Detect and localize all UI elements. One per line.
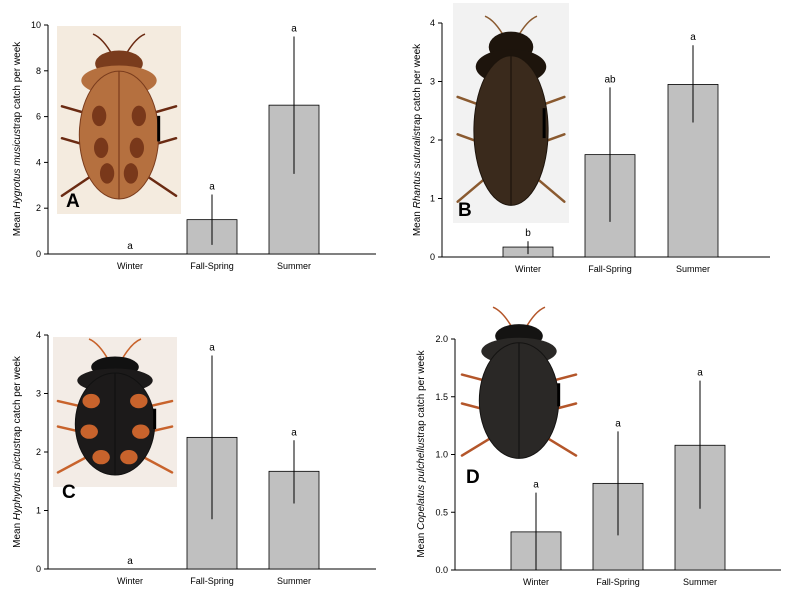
y-tick-label: 0	[430, 252, 435, 262]
y-axis-label-species: Copelatus pulchellus	[416, 438, 427, 530]
elytra-marking	[99, 163, 115, 184]
panel-letter: A	[66, 191, 80, 212]
elytra-marking	[123, 163, 139, 184]
elytra-marking	[82, 393, 100, 409]
significance-letter: a	[209, 181, 215, 192]
y-tick-label: 2	[36, 447, 41, 457]
chart-panel-d: 0.0 0.5 1.0 1.5 2.0 Mean Copelatus pulchellus…	[416, 302, 781, 587]
elytra-marking	[129, 137, 144, 159]
y-axis-label-prefix: Mean	[12, 520, 23, 548]
y-tick-label: 0.0	[435, 565, 448, 575]
significance-letter: a	[291, 427, 297, 438]
elytra-marking	[92, 105, 107, 127]
category-label: Summer	[277, 576, 311, 586]
significance-letter: ab	[604, 74, 616, 85]
significance-letter: b	[525, 228, 531, 239]
elytra-marking	[80, 424, 98, 439]
y-tick-label: 4	[36, 157, 41, 167]
panel-letter: D	[466, 467, 480, 488]
y-axis-label-species: Rhantus suturalis	[412, 131, 423, 208]
y-axis-label-species: Hygrotus musicus	[12, 129, 23, 208]
y-tick-label: 3	[36, 389, 41, 399]
y-tick-label: 4	[36, 330, 41, 340]
chart-panel-a: 0 2 4 6 8 10 Mean Hygrotus musicustrap catch p…	[12, 20, 376, 271]
y-tick-label: 0.5	[435, 507, 448, 517]
significance-letter: a	[697, 368, 703, 379]
significance-letter: a	[209, 342, 215, 353]
y-axis-label: Mean Hygrotus musicustrap catch per week	[12, 41, 23, 237]
y-tick-label: 6	[36, 112, 41, 122]
y-axis-label-prefix: Mean	[12, 208, 23, 236]
category-label: Winter	[117, 576, 143, 586]
y-axis-label-suffix: trap catch per week	[12, 355, 23, 443]
y-tick-label: 2	[36, 203, 41, 213]
significance-letter: a	[615, 418, 621, 429]
category-label: Fall-Spring	[588, 264, 632, 274]
elytra-marking	[92, 450, 110, 465]
panel-letter: C	[62, 482, 76, 503]
category-label: Summer	[277, 261, 311, 271]
panel-letter: B	[458, 200, 472, 221]
y-axis-label-suffix: trap catch per week	[412, 43, 423, 131]
significance-letter: a	[690, 32, 696, 43]
y-tick-label: 2	[430, 135, 435, 145]
y-tick-label: 1.5	[435, 392, 448, 402]
y-tick-label: 8	[36, 66, 41, 76]
chart-panel-b: 0 1 2 3 4 Mean Rhantus suturalistrap catch pe…	[412, 3, 770, 274]
significance-letter: a	[127, 556, 133, 567]
y-tick-label: 0	[36, 249, 41, 259]
y-axis-label-species: Hyphydrus pictus	[12, 443, 23, 520]
y-tick-label: 1.0	[435, 450, 448, 460]
category-label: Summer	[676, 264, 710, 274]
y-tick-label: 10	[31, 20, 41, 30]
category-label: Fall-Spring	[190, 261, 234, 271]
y-tick-label: 1	[36, 506, 41, 516]
category-label: Summer	[683, 577, 717, 587]
category-label: Winter	[523, 577, 549, 587]
category-label: Fall-Spring	[190, 576, 234, 586]
elytra-marking	[130, 393, 148, 409]
category-label: Winter	[515, 264, 541, 274]
elytra-marking	[132, 424, 150, 439]
chart-panel-c: 0 1 2 3 4 Mean Hyphydrus pictustrap catch per…	[12, 330, 376, 586]
y-axis-label-suffix: trap catch per week	[416, 349, 427, 437]
y-tick-label: 0	[36, 564, 41, 574]
significance-letter: a	[533, 480, 539, 491]
category-label: Fall-Spring	[596, 577, 640, 587]
y-tick-label: 2.0	[435, 334, 448, 344]
y-axis-label: Mean Rhantus suturalistrap catch per wee…	[412, 43, 423, 236]
significance-letter: a	[291, 23, 297, 34]
y-axis-label-suffix: trap catch per week	[12, 41, 23, 129]
y-axis-label-prefix: Mean	[416, 530, 427, 558]
y-tick-label: 1	[430, 194, 435, 204]
elytra-marking	[131, 105, 146, 127]
y-axis-label-prefix: Mean	[412, 208, 423, 236]
y-tick-label: 4	[430, 18, 435, 28]
y-axis-label: Mean Hyphydrus pictustrap catch per week	[12, 355, 23, 548]
category-label: Winter	[117, 261, 143, 271]
y-tick-label: 3	[430, 77, 435, 87]
y-axis-label: Mean Copelatus pulchellustrap catch per …	[416, 349, 427, 557]
elytra-marking	[94, 137, 109, 159]
significance-letter: a	[127, 241, 133, 252]
elytra-marking	[120, 450, 138, 465]
